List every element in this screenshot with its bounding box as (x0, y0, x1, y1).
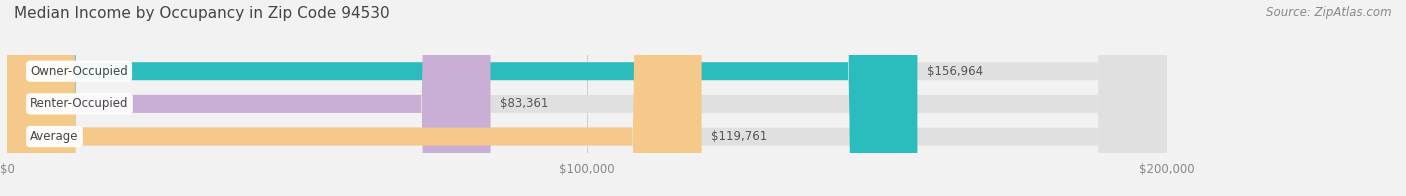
Text: $83,361: $83,361 (499, 97, 548, 110)
Text: $156,964: $156,964 (927, 65, 983, 78)
FancyBboxPatch shape (7, 0, 491, 196)
FancyBboxPatch shape (7, 0, 1167, 196)
Text: $119,761: $119,761 (711, 130, 768, 143)
FancyBboxPatch shape (7, 0, 1167, 196)
Text: Owner-Occupied: Owner-Occupied (31, 65, 128, 78)
FancyBboxPatch shape (7, 0, 1167, 196)
Text: Renter-Occupied: Renter-Occupied (31, 97, 129, 110)
Text: Average: Average (31, 130, 79, 143)
Text: Source: ZipAtlas.com: Source: ZipAtlas.com (1267, 6, 1392, 19)
FancyBboxPatch shape (7, 0, 702, 196)
FancyBboxPatch shape (7, 0, 917, 196)
Text: Median Income by Occupancy in Zip Code 94530: Median Income by Occupancy in Zip Code 9… (14, 6, 389, 21)
